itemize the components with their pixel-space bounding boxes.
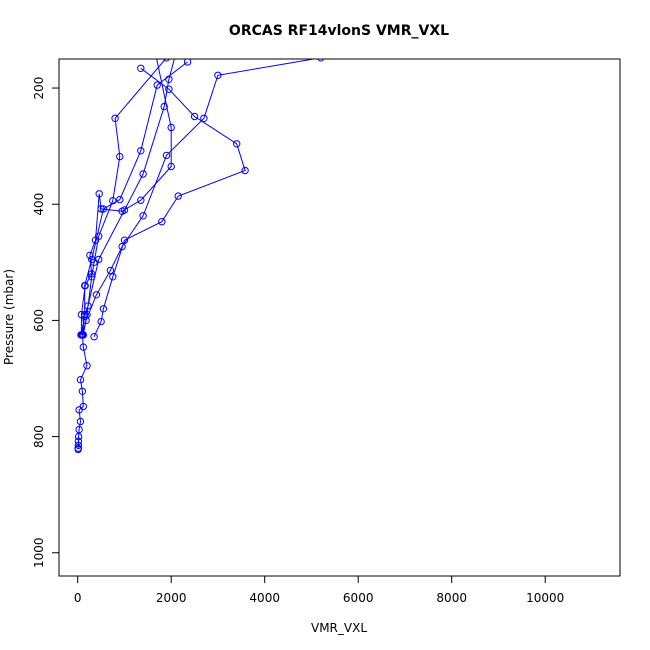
x-tick-label: 4000 — [249, 591, 280, 605]
data-point — [79, 331, 88, 339]
data-point — [76, 417, 85, 426]
x-tick-label: 8000 — [436, 591, 467, 605]
data-point — [160, 102, 168, 111]
data-point — [74, 445, 82, 454]
y-axis-label: Pressure (mbar) — [2, 269, 16, 365]
data-point — [152, 47, 158, 53]
series-line — [82, 59, 167, 335]
y-tick-label: 400 — [32, 193, 46, 216]
data-point — [92, 291, 101, 299]
data-point — [118, 207, 126, 215]
data-point — [137, 64, 145, 73]
y-tick-label: 800 — [32, 425, 46, 448]
data-point — [86, 251, 94, 260]
data-point — [200, 114, 208, 123]
series-line — [80, 59, 175, 335]
data-point — [109, 197, 117, 205]
x-axis: 0 2000 4000 6000 8000 10000 — [74, 575, 564, 605]
data-point — [139, 212, 147, 220]
x-tick-label: 6000 — [343, 591, 374, 605]
data-point — [77, 331, 86, 339]
data-point — [163, 59, 170, 62]
data-point — [97, 205, 105, 213]
data-point — [91, 236, 100, 244]
data-point — [109, 273, 117, 281]
series-1 — [74, 59, 325, 454]
data-point — [116, 152, 124, 161]
data-point — [88, 270, 96, 278]
series-4 — [90, 64, 249, 341]
series-line — [81, 61, 188, 335]
data-point — [90, 333, 98, 341]
data-point — [106, 266, 115, 275]
chart-title: ORCAS RF14vlonS VMR_VXL — [229, 23, 449, 39]
y-tick-label: 1000 — [32, 537, 46, 568]
data-point — [139, 170, 147, 178]
data-point — [74, 432, 83, 441]
y-tick-label: 200 — [32, 77, 46, 100]
data-point — [95, 190, 103, 198]
data-point — [167, 162, 175, 171]
y-axis: 200 400 600 800 1000 — [32, 77, 60, 568]
data-point — [137, 147, 145, 155]
data-point — [183, 59, 192, 66]
data-point — [74, 437, 83, 445]
series-6 — [77, 47, 175, 339]
data-point — [214, 71, 222, 80]
data-point — [233, 140, 241, 148]
x-tick-label: 10000 — [526, 591, 564, 605]
data-point — [97, 317, 105, 326]
data-point — [153, 81, 161, 89]
data-point — [162, 151, 171, 160]
data-point — [190, 112, 199, 121]
data-point — [99, 205, 108, 213]
data-point — [158, 218, 166, 226]
data-point — [75, 406, 83, 414]
plot-frame — [58, 58, 621, 577]
x-axis-label: VMR_VXL — [311, 621, 367, 635]
data-point — [83, 310, 91, 319]
series-line — [77, 59, 317, 450]
data-point — [83, 362, 91, 370]
data-point — [81, 281, 89, 290]
data-point — [137, 196, 145, 204]
data-point — [76, 376, 85, 384]
data-point — [79, 343, 88, 351]
series-line — [93, 67, 246, 337]
series-5 — [79, 59, 170, 339]
data-point — [167, 123, 175, 132]
x-tick-label: 2000 — [156, 591, 187, 605]
data-point — [165, 75, 173, 84]
data-point — [78, 387, 87, 395]
data-point — [241, 166, 249, 175]
x-tick-label: 0 — [74, 591, 82, 605]
data-point — [120, 236, 129, 244]
data-point — [165, 85, 173, 93]
data-point — [116, 195, 124, 204]
data-point — [99, 305, 108, 313]
data-point — [118, 242, 126, 251]
series-line — [80, 59, 172, 335]
y-tick-label: 600 — [32, 309, 46, 332]
data-point — [173, 50, 179, 56]
data-point — [74, 441, 83, 449]
data-point — [75, 425, 83, 434]
data-point — [77, 310, 86, 319]
data-point — [174, 192, 182, 200]
data-point — [317, 59, 325, 62]
data-point — [111, 114, 119, 123]
series-layer — [74, 47, 325, 454]
